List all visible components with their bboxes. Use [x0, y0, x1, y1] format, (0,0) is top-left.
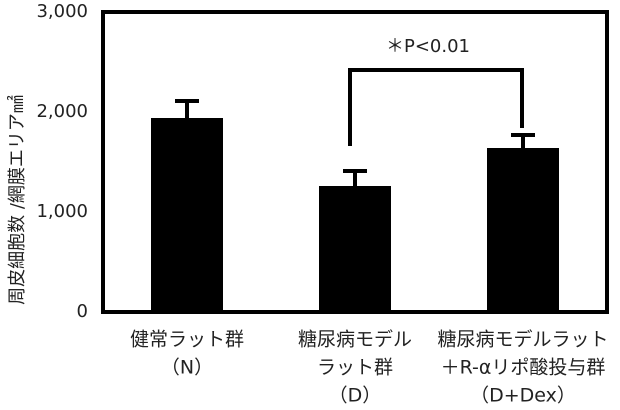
- y-tick-label: 0: [77, 301, 88, 322]
- x-tick-label: ラット群: [317, 357, 393, 379]
- bar: [319, 186, 391, 312]
- y-tick-label: 3,000: [36, 1, 88, 22]
- error-bar: [511, 133, 535, 148]
- significance-label: ＊P<0.01: [386, 36, 470, 57]
- bar: [151, 118, 223, 312]
- significance-bracket: [348, 68, 524, 146]
- y-tick-label: 2,000: [36, 101, 88, 122]
- x-tick-label: 健常ラット群: [130, 329, 244, 351]
- bar: [487, 148, 559, 312]
- x-tick-label: 糖尿病モデルラット: [437, 329, 608, 351]
- error-bar: [175, 99, 199, 118]
- x-tick-label: （N）: [161, 357, 213, 379]
- x-tick-label: （D）: [329, 385, 382, 407]
- y-tick-label: 1,000: [36, 201, 88, 222]
- y-axis-label: 周皮細胞数 /網膜エリア㎟: [6, 95, 28, 305]
- x-tick-label: 糖尿病モデル: [298, 329, 412, 351]
- x-tick-label: ＋R-αリポ酸投与群: [441, 357, 606, 379]
- error-bar: [343, 169, 367, 186]
- x-tick-label: （D+Dex）: [470, 385, 576, 407]
